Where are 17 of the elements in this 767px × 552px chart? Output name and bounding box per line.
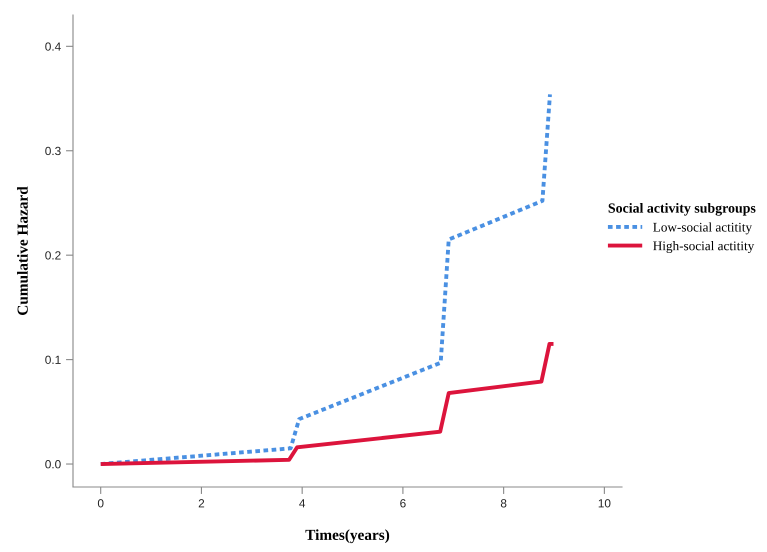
x-tick-label: 0 (98, 499, 104, 508)
y-tick-label: 0.4 (45, 42, 61, 51)
line-series (98, 342, 556, 466)
legend-label: High-social actitity (653, 241, 754, 254)
x-tick-label: 2 (198, 499, 204, 508)
y-tick-label: 0.1 (45, 356, 61, 364)
legend-label: Low-social actitity (653, 222, 752, 234)
x-axis-title: Times(years) (305, 529, 390, 544)
x-tick-label: 8 (500, 499, 506, 508)
y-tick-label: 0.3 (45, 146, 61, 156)
y-axis-title: Cumulative Hazard (17, 186, 28, 315)
x-tick-label: 10 (598, 499, 610, 508)
y-tick-label: 0.2 (45, 251, 61, 260)
y-tick-label: 0.0 (45, 460, 61, 468)
legend-title: Social activity subgroups (608, 202, 756, 216)
x-tick-label: 6 (400, 499, 406, 508)
x-tick-label: 4 (299, 499, 306, 508)
